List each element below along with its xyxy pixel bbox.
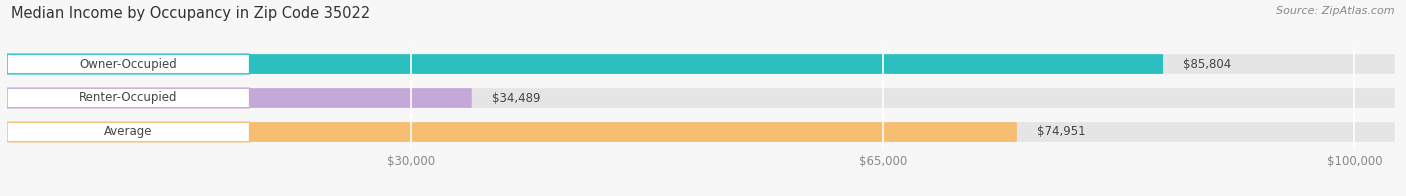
FancyBboxPatch shape (7, 88, 1395, 108)
Text: $85,804: $85,804 (1184, 58, 1232, 71)
Text: Owner-Occupied: Owner-Occupied (79, 58, 177, 71)
FancyBboxPatch shape (7, 54, 249, 74)
FancyBboxPatch shape (7, 54, 1163, 74)
Text: $74,951: $74,951 (1038, 125, 1085, 138)
FancyBboxPatch shape (7, 54, 1395, 74)
FancyBboxPatch shape (7, 122, 1395, 142)
Text: Average: Average (104, 125, 152, 138)
Text: Source: ZipAtlas.com: Source: ZipAtlas.com (1277, 6, 1395, 16)
FancyBboxPatch shape (7, 88, 249, 108)
FancyBboxPatch shape (7, 122, 249, 142)
Text: Renter-Occupied: Renter-Occupied (79, 92, 177, 104)
FancyBboxPatch shape (7, 122, 1017, 142)
Text: Median Income by Occupancy in Zip Code 35022: Median Income by Occupancy in Zip Code 3… (11, 6, 371, 21)
Text: $34,489: $34,489 (492, 92, 540, 104)
FancyBboxPatch shape (7, 88, 471, 108)
